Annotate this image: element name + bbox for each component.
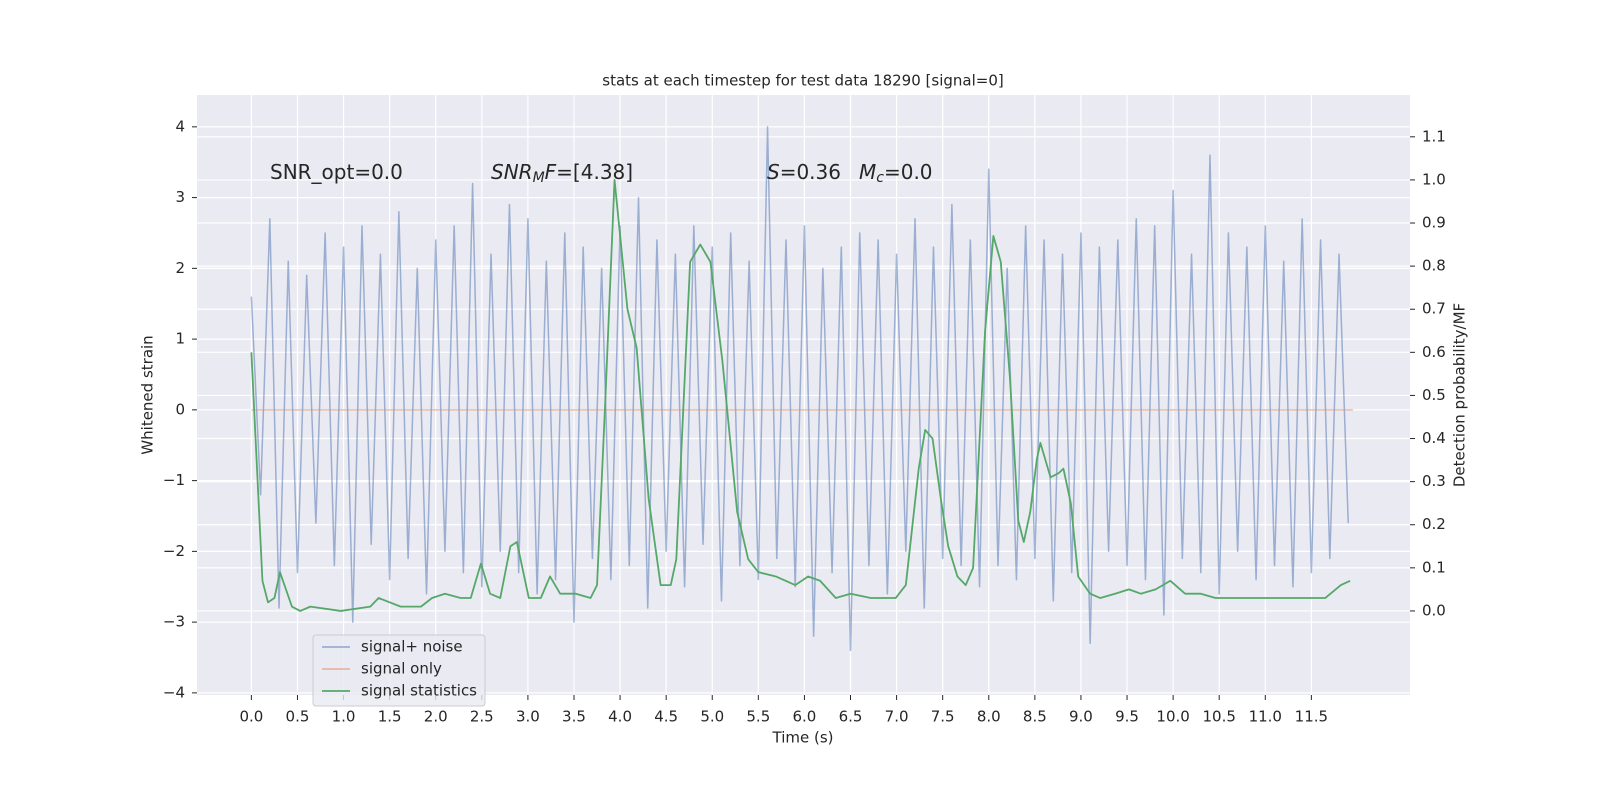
- annotation-part: SNR: [491, 160, 533, 184]
- x-tick-label: 9.0: [1069, 708, 1093, 726]
- y2-tick-label: 0.5: [1422, 386, 1446, 404]
- y2-tick-label: 0.8: [1422, 257, 1446, 275]
- plot-area: SNR_opt=0.0 SNRMF=[4.38] S=0.36 Mc=0.0: [250, 126, 1353, 652]
- y-tick-label: 1: [175, 330, 185, 348]
- y-axis-label: Whitened strain: [139, 335, 157, 454]
- y-tick-label: 4: [175, 117, 185, 135]
- y-tick-label: −2: [163, 542, 185, 560]
- legend-label: signal+ noise: [361, 638, 463, 656]
- annotation: SNRMF=[4.38]: [491, 160, 633, 187]
- y-tick-label: 0: [175, 400, 185, 418]
- x-tick-label: 7.0: [885, 708, 909, 726]
- annotation-part: =0.36: [780, 160, 841, 184]
- x-tick-label: 2.5: [470, 708, 494, 726]
- y2-tick-label: 0.1: [1422, 558, 1446, 576]
- x-axis-label: Time (s): [772, 729, 834, 747]
- legend-box: [312, 634, 486, 707]
- x-tick-label: 6.5: [839, 708, 863, 726]
- annotation: Mc=0.0: [859, 160, 933, 187]
- series-line: [250, 126, 1349, 652]
- x-tick-label: 3.5: [562, 708, 586, 726]
- y2-tick-label: 0.4: [1422, 429, 1446, 447]
- x-tick-label: 7.5: [931, 708, 955, 726]
- annotation-part: F: [545, 160, 557, 184]
- x-tick-label: 8.0: [977, 708, 1001, 726]
- x-tick-label: 1.5: [378, 708, 402, 726]
- annotation-part: c: [876, 170, 884, 186]
- y-tick-label: 2: [175, 259, 185, 277]
- x-tick-label: 10.0: [1156, 708, 1189, 726]
- x-tick-label: 0.0: [239, 708, 263, 726]
- y2-tick-label: 0.6: [1422, 343, 1446, 361]
- legend: signal+ noise signal only signal statistic…: [312, 634, 486, 707]
- y-tick-label: −1: [163, 471, 185, 489]
- annotation-part: =0.0: [884, 160, 933, 184]
- annotation-part: M: [533, 170, 545, 186]
- legend-label: signal only: [361, 660, 442, 678]
- x-tick-label: 5.5: [746, 708, 770, 726]
- legend-label: signal statistics: [361, 682, 477, 700]
- annotation-part: M: [859, 160, 876, 184]
- annotation-part: SNR_opt=0.0: [270, 160, 403, 184]
- axes: 0.0 0.5 1.0 1.5 2.0 2.5 3.0 3.5 4.0 4.5 5.0 5.5 6.0 6…: [163, 117, 1446, 725]
- x-tick-label: 8.5: [1023, 708, 1047, 726]
- x-tick-label: 11.0: [1249, 708, 1282, 726]
- x-tick-label: 4.0: [608, 708, 632, 726]
- y2-tick-label: 0.3: [1422, 472, 1446, 490]
- y2-tick-label: 0.2: [1422, 515, 1446, 533]
- x-tick-label: 6.0: [792, 708, 816, 726]
- annotation: S=0.36: [767, 160, 841, 184]
- x-tick-label: 11.5: [1295, 708, 1328, 726]
- y2-axis-label: Detection probability/MF: [1451, 303, 1469, 487]
- x-tick-label: 0.5: [286, 708, 310, 726]
- y2-tick-label: 0.9: [1422, 214, 1446, 232]
- y-tick-label: −4: [163, 683, 185, 701]
- annotation-part: S: [767, 160, 780, 184]
- annotation: SNR_opt=0.0: [270, 160, 403, 184]
- y2-tick-label: 1.0: [1422, 170, 1446, 188]
- y2-tick-label: 1.1: [1422, 127, 1446, 145]
- x-tick-label: 2.0: [424, 708, 448, 726]
- series-line: [250, 179, 1351, 612]
- y-tick-label: 3: [175, 188, 185, 206]
- x-tick-label: 10.5: [1202, 708, 1235, 726]
- chart-title: stats at each timestep for test data 182…: [602, 72, 1003, 90]
- x-tick-label: 5.0: [700, 708, 724, 726]
- annotation-part: =[4.38]: [556, 160, 633, 184]
- x-tick-label: 1.0: [332, 708, 356, 726]
- x-tick-label: 4.5: [654, 708, 678, 726]
- y2-tick-label: 0.0: [1422, 601, 1446, 619]
- x-tick-label: 3.0: [516, 708, 540, 726]
- y2-tick-label: 0.7: [1422, 300, 1446, 318]
- x-tick-label: 9.5: [1115, 708, 1139, 726]
- y-tick-label: −3: [163, 613, 185, 631]
